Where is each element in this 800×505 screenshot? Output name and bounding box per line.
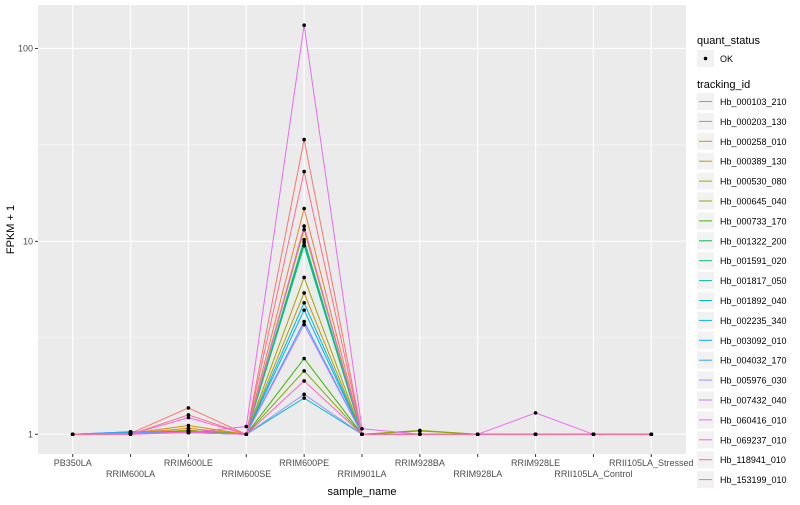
data-point (533, 432, 538, 437)
data-point (649, 432, 654, 437)
data-point (302, 224, 306, 228)
legend-label: Hb_001817_050 (720, 276, 787, 286)
legend-label: Hb_002235_340 (720, 316, 787, 326)
data-point (302, 301, 306, 305)
data-point (186, 413, 191, 417)
color-legend-title: tracking_id (697, 79, 750, 91)
legend-label: Hb_060416_010 (720, 415, 787, 425)
data-point (302, 291, 306, 295)
data-point (302, 322, 306, 327)
legend-label: Hb_005976_030 (720, 376, 787, 386)
x-tick-label: PB350LA (54, 458, 92, 468)
legend-label: Hb_000389_130 (720, 157, 787, 167)
x-tick-label: RRIM928LE (511, 458, 560, 468)
x-tick-label: RRIM600LA (106, 469, 155, 479)
data-point (186, 429, 191, 434)
data-point (533, 411, 538, 415)
legend-label: OK (720, 54, 733, 64)
data-point (302, 369, 306, 373)
data-point (70, 432, 75, 437)
shape-legend-title: quant_status (697, 35, 760, 47)
data-point (591, 432, 596, 437)
data-point (302, 169, 306, 174)
data-point (302, 243, 306, 248)
x-tick-label: RRIM600LE (164, 458, 213, 468)
data-point (418, 432, 422, 437)
data-point (302, 356, 306, 361)
data-point (302, 275, 306, 280)
data-point (302, 396, 306, 400)
data-point (244, 432, 249, 437)
legend-label: Hb_118941_010 (720, 455, 786, 465)
legend-label: Hb_000203_130 (720, 117, 787, 127)
data-point (302, 319, 306, 324)
legend-label: Hb_000645_040 (720, 197, 787, 207)
legend-label: Hb_004032_170 (720, 356, 787, 366)
y-tick-label: 100 (18, 43, 33, 53)
data-point (302, 308, 306, 312)
data-point (302, 137, 306, 142)
y-axis-title: FPKM + 1 (5, 205, 17, 254)
legend-label: Hb_001591_020 (720, 256, 787, 266)
data-point (302, 23, 306, 28)
data-point (302, 237, 306, 242)
legend-label: Hb_000103_210 (720, 97, 787, 107)
data-point (360, 432, 364, 437)
data-point (244, 424, 249, 429)
data-point (186, 423, 191, 428)
data-point (302, 227, 306, 232)
data-point (475, 432, 480, 437)
data-point (302, 240, 306, 244)
data-point (302, 206, 306, 211)
legend-label: Hb_007432_040 (720, 396, 787, 406)
y-tick-label: 1 (28, 429, 33, 439)
x-tick-label: RRIM600SE (221, 469, 271, 479)
legend-label: Hb_001322_200 (720, 236, 787, 246)
legend-label: Hb_003092_010 (720, 336, 787, 346)
legend-label: Hb_153199_010 (720, 475, 787, 485)
data-point (302, 392, 306, 397)
legend-label: Hb_000258_010 (720, 137, 787, 147)
x-tick-label: RRIM600PE (279, 458, 329, 468)
legend-label: Hb_000733_170 (720, 216, 787, 226)
data-point (186, 406, 191, 410)
data-point (302, 379, 306, 383)
x-tick-label: RRIM928LA (453, 469, 502, 479)
x-tick-label: RRIM928BA (395, 458, 445, 468)
data-point (186, 415, 191, 420)
x-tick-label: RRIM901LA (337, 469, 386, 479)
legend-label: Hb_001892_040 (720, 296, 787, 306)
data-point (360, 426, 364, 431)
x-tick-label: RRII105LA_Stressed (609, 458, 694, 468)
x-axis-title: sample_name (327, 486, 396, 498)
data-point (418, 429, 422, 433)
legend-label: Hb_069237_010 (720, 435, 787, 445)
y-tick-label: 10 (23, 236, 33, 246)
legend-point (703, 56, 708, 61)
x-tick-label: RRII105LA_Control (554, 469, 632, 479)
data-point (128, 432, 133, 437)
legend-label: Hb_000530_080 (720, 177, 787, 187)
